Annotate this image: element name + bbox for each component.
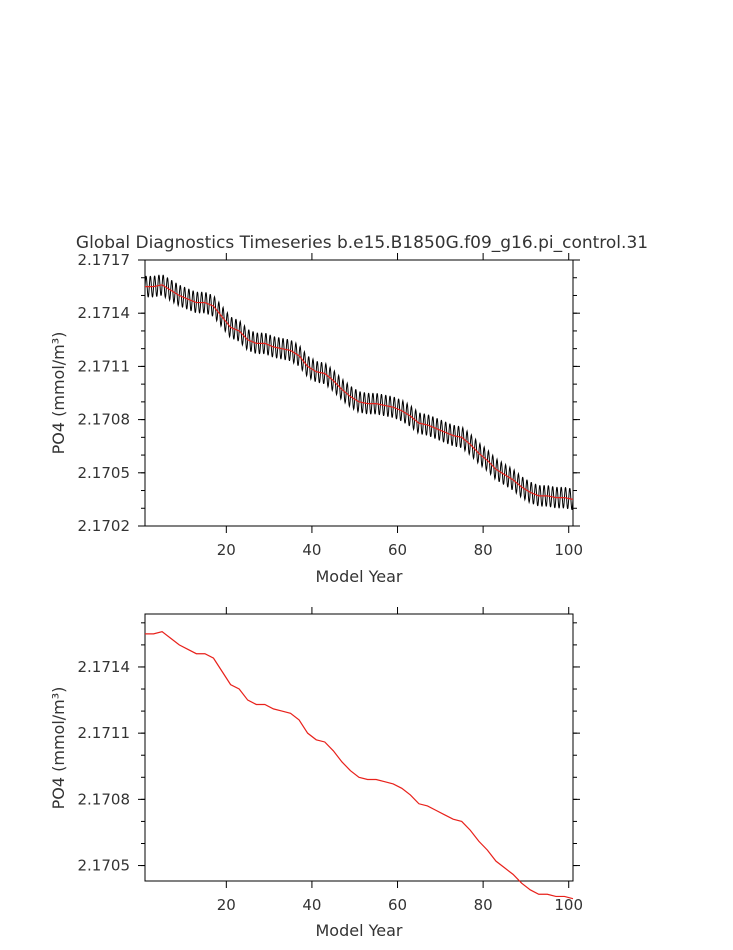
y-tick-label: 2.1714 bbox=[78, 304, 131, 322]
series-layer bbox=[145, 630, 574, 900]
y-tick-label: 2.1702 bbox=[78, 517, 131, 535]
y-tick-labels: 2.1702 2.1705 2.1708 2.1711 2.1714 2.171… bbox=[78, 251, 131, 535]
plot-frame bbox=[144, 259, 574, 527]
x-tick-label: 80 bbox=[474, 541, 493, 559]
y-tick-label: 2.1705 bbox=[78, 464, 131, 482]
series-line-annual-mean bbox=[145, 630, 574, 900]
y-tick-label: 2.1708 bbox=[78, 790, 131, 808]
y-tick-label: 2.1711 bbox=[78, 724, 131, 742]
x-axis-label: Model Year bbox=[316, 567, 403, 586]
x-axis-label: Model Year bbox=[316, 921, 403, 940]
x-tick-labels: 20 40 60 80 100 bbox=[217, 541, 583, 559]
chart-title: Global Diagnostics Timeseries b.e15.B185… bbox=[76, 233, 648, 253]
x-tick-label: 60 bbox=[388, 541, 407, 559]
y-axis-label: PO4 (mmol/m³) bbox=[49, 332, 68, 455]
y-tick-label: 2.1708 bbox=[78, 411, 131, 429]
series-line-monthly bbox=[144, 274, 574, 510]
tick-marks bbox=[138, 607, 580, 888]
x-tick-label: 80 bbox=[474, 896, 493, 914]
y-tick-label: 2.1714 bbox=[78, 658, 131, 676]
y-tick-label: 2.1717 bbox=[78, 251, 131, 269]
series-layer bbox=[144, 274, 574, 510]
y-tick-labels: 2.1705 2.1708 2.1711 2.1714 bbox=[78, 658, 131, 875]
x-tick-labels: 20 40 60 80 100 bbox=[217, 896, 583, 914]
timeseries-panel-top: Global Diagnostics Timeseries b.e15.B185… bbox=[49, 233, 648, 586]
timeseries-panel-bottom: 20 40 60 80 100 2.1705 2.1708 2.1711 2.1… bbox=[49, 607, 583, 940]
tick-marks bbox=[138, 253, 580, 533]
x-tick-label: 60 bbox=[388, 896, 407, 914]
plot-frame bbox=[144, 613, 574, 882]
x-tick-label: 20 bbox=[217, 541, 236, 559]
series-line-annual-mean bbox=[145, 284, 574, 500]
x-tick-label: 40 bbox=[302, 541, 321, 559]
y-tick-label: 2.1705 bbox=[78, 857, 131, 875]
x-tick-label: 20 bbox=[217, 896, 236, 914]
x-tick-label: 40 bbox=[302, 896, 321, 914]
x-tick-label: 100 bbox=[554, 541, 583, 559]
y-axis-label: PO4 (mmol/m³) bbox=[49, 687, 68, 810]
y-tick-label: 2.1711 bbox=[78, 357, 131, 375]
x-tick-label: 100 bbox=[554, 896, 583, 914]
